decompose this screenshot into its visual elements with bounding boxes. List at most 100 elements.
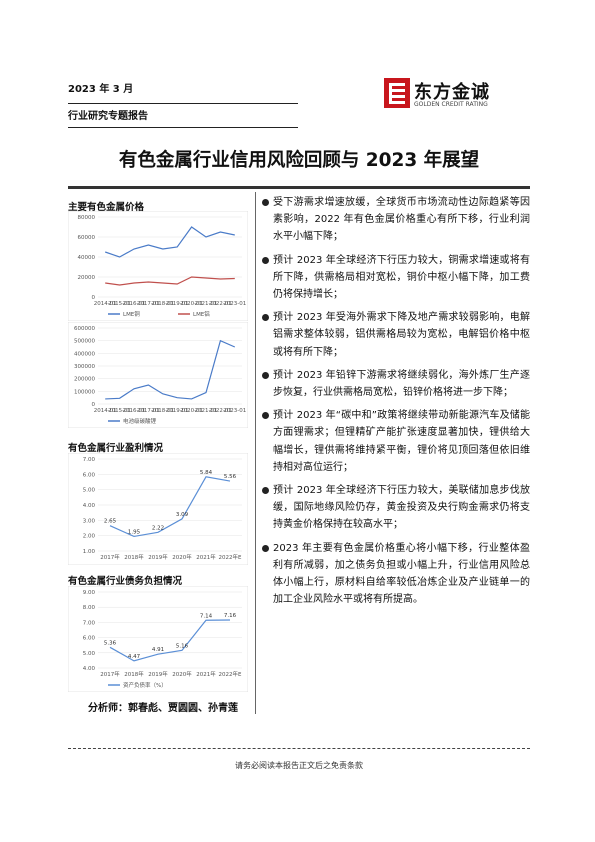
x-tick-label: 2018年 [124, 670, 144, 678]
data-label: 5.84 [200, 470, 213, 476]
report-category: 行业研究专题报告 [68, 111, 148, 122]
bullet-item: 预计 2023 年受海外需求下降及地产需求较弱影响，电解铝需求整体较弱，铝供需格… [262, 309, 530, 361]
footer-rule [68, 748, 530, 749]
legend-label: LME铜 [123, 310, 140, 318]
report-title: 有色金属行业信用风险回顾与 2023 年展望 [118, 150, 480, 171]
bullet-item: 预计 2023 年铅锌下游需求将继续弱化，海外炼厂生产逐步恢复，行业供需格局宽松… [262, 367, 530, 401]
bullet-item: 2023 年主要有色金属价格重心将小幅下移，行业整体盈利有所减弱，加之债务负担或… [262, 540, 530, 609]
footer-note: 请务必阅读本报告正文后之免责条款 [235, 761, 363, 770]
bullet-text: 预计 2023 年“碳中和”政策将继续带动新能源汽车及储能方面锂需求；但锂精矿产… [273, 410, 530, 473]
header-rule [68, 127, 298, 128]
data-label: 4.47 [128, 654, 141, 660]
y-tick-label: 500000 [74, 339, 95, 345]
y-tick-label: 400000 [74, 351, 95, 357]
x-tick-label: 2021年 [196, 553, 216, 561]
bullet-dot [262, 544, 269, 552]
x-tick-label: 2017年 [100, 670, 120, 678]
data-label: 7.14 [200, 613, 213, 619]
section-title: 有色金属行业盈利情况 [68, 443, 164, 454]
bullet-text: 受下游需求增速放缓，全球货币市场流动性边际趋紧等因素影响，2022 年有色金属价… [273, 197, 530, 243]
x-tick-label: 2022-01 [209, 408, 232, 414]
y-tick-label: 3.00 [83, 518, 96, 524]
x-tick-label: 2020年 [172, 553, 192, 561]
header-rule [68, 103, 298, 104]
x-tick-label: 2021-01 [195, 408, 218, 414]
debt-chart: 4.00 5.00 6.00 7.00 8.00 9.00 2017年 2018年 2019年 2… [68, 586, 248, 692]
logo-subname: GOLDEN CREDIT RATING [414, 101, 488, 108]
data-label: 3.09 [176, 512, 189, 518]
series-line [105, 226, 235, 258]
y-tick-label: 20000 [78, 275, 96, 281]
data-label: 5.36 [104, 640, 117, 646]
bullet-dot [262, 371, 269, 379]
bullet-dot [262, 314, 269, 322]
x-tick-label: 2018-01 [151, 408, 174, 414]
y-tick-label: 1.00 [83, 549, 96, 555]
bullet-item: 预计 2023 年全球经济下行压力较大，铜需求增速或将有所下降，供需格局相对宽松… [262, 252, 530, 304]
bullet-dot [262, 487, 269, 495]
x-tick-label: 2021年 [196, 670, 216, 678]
lithium-chart: 0 100000 200000 300000 400000 500000 600000 201… [68, 322, 248, 428]
data-label: 1.95 [128, 529, 141, 535]
x-tick-label: 2022年E [219, 553, 242, 561]
bullet-item: 受下游需求增速放缓，全球货币市场流动性边际趋紧等因素影响，2022 年有色金属价… [262, 194, 530, 246]
x-tick-label: 2020-01 [180, 408, 203, 414]
y-tick-label: 2.00 [83, 534, 96, 540]
x-tick-label: 2018年 [124, 553, 144, 561]
x-tick-label: 2022-01 [209, 301, 232, 307]
y-tick-label: 0 [92, 402, 96, 408]
x-tick-label: 2019年 [148, 553, 168, 561]
x-tick-label: 2017-01 [137, 301, 160, 307]
y-tick-label: 4.00 [83, 503, 96, 509]
data-label: 4.91 [152, 647, 164, 653]
y-tick-label: 7.00 [83, 620, 96, 626]
x-tick-label: 2015-01 [108, 408, 131, 414]
data-label: 5.56 [224, 474, 237, 480]
x-tick-label: 2014-01 [94, 408, 117, 414]
x-tick-label: 2019-01 [166, 408, 189, 414]
x-tick-label: 2020-01 [180, 301, 203, 307]
y-tick-label: 5.00 [83, 651, 96, 657]
legend-label: LME铝 [193, 310, 210, 318]
x-tick-label: 2019年 [148, 670, 168, 678]
data-label: 5.16 [176, 643, 189, 649]
x-tick-label: 2014-01 [94, 301, 117, 307]
x-tick-label: 2022年E [219, 670, 242, 678]
x-tick-label: 2023-01 [223, 301, 246, 307]
report-date: 2023 年 3 月 [68, 84, 134, 95]
section-title: 有色金属行业债务负担情况 [68, 576, 183, 587]
column-divider [255, 192, 256, 714]
y-tick-label: 0 [92, 295, 96, 301]
bullet-text: 2023 年主要有色金属价格重心将小幅下移，行业整体盈利有所减弱，加之债务负担或… [273, 542, 530, 606]
y-tick-label: 200000 [74, 377, 95, 383]
plot-frame [68, 453, 248, 565]
series-line [109, 619, 231, 662]
y-tick-label: 7.00 [83, 457, 96, 463]
y-tick-label: 6.00 [83, 636, 96, 642]
y-tick-label: 80000 [78, 215, 96, 221]
bullet-text: 预计 2023 年全球经济下行压力较大，铜需求增速或将有所下降，供需格局相对宽松… [273, 254, 530, 301]
x-tick-label: 2019-01 [166, 301, 189, 307]
bullet-dot [262, 199, 269, 206]
y-tick-label: 40000 [78, 255, 96, 261]
bullet-dot [262, 256, 269, 264]
series-line [109, 476, 231, 538]
legend-label: 电池级碳酸锂 [123, 417, 157, 425]
x-tick-label: 2020年 [172, 670, 192, 678]
y-tick-label: 8.00 [83, 605, 96, 611]
bullet-dot [262, 412, 269, 420]
x-tick-label: 2016-01 [123, 408, 146, 414]
bullet-item: 预计 2023 年全球经济下行压力较大，美联储加息步伐放缓，国际地缘风险仍存，黄… [262, 482, 530, 534]
title-rule [68, 186, 530, 189]
x-tick-label: 2018-01 [151, 301, 174, 307]
y-tick-label: 300000 [74, 364, 95, 370]
x-tick-label: 2016-01 [123, 301, 146, 307]
profit-chart: 1.00 2.00 3.00 4.00 5.00 6.00 7.00 2017年 2018年 20… [68, 453, 248, 565]
series-line [105, 276, 235, 286]
x-tick-label: 2017-01 [137, 408, 160, 414]
logo-name: 东方金诚 [414, 82, 490, 103]
x-tick-label: 2023-01 [223, 408, 246, 414]
bullet-text: 预计 2023 年全球经济下行压力较大，美联储加息步伐放缓，国际地缘风险仍存，黄… [273, 485, 530, 531]
price-chart: 0 20000 40000 60000 80000 2014-012015-012016-… [68, 211, 248, 321]
